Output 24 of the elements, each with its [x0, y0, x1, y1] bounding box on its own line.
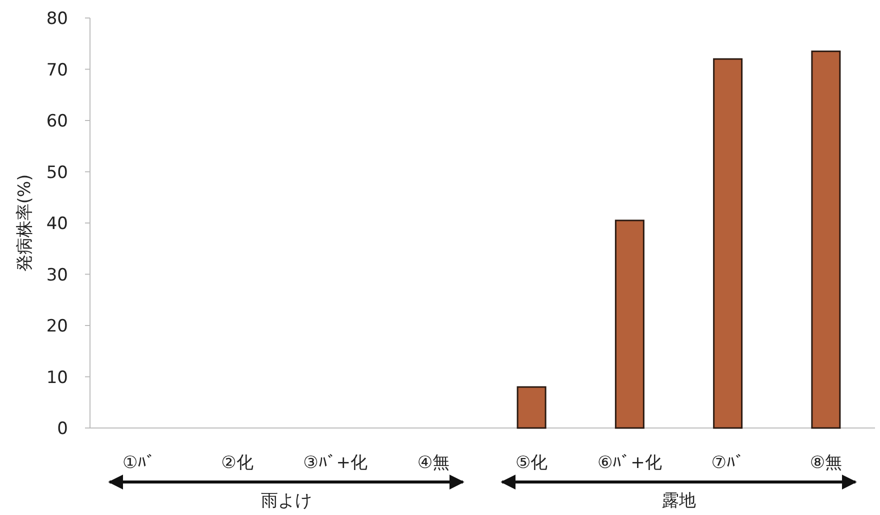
y-tick-label: 60 [46, 112, 68, 132]
x-tick-label: ⑤化 [515, 453, 548, 473]
text: 露地 [662, 491, 696, 511]
bar [811, 50, 841, 429]
bar [516, 386, 546, 429]
y-tick-label: 70 [46, 60, 68, 80]
y-tick-label: 0 [57, 419, 68, 439]
bar [614, 220, 644, 429]
y-tick-label: 20 [46, 316, 68, 336]
y-tick-label: 30 [46, 265, 68, 286]
y-tick-label: 80 [46, 9, 68, 29]
x-tick-label: ③ﾊﾞ+化 [303, 453, 368, 473]
x-tick-label: ②化 [221, 453, 254, 473]
y-axis-title: 発病株率(%) [15, 174, 35, 272]
x-tick-label: ④無 [417, 453, 450, 473]
x-tick-label: ①ﾊﾞ [122, 453, 156, 473]
y-tick-label: 40 [46, 214, 68, 234]
bar [713, 58, 743, 429]
x-tick-label: ⑦ﾊﾞ [711, 453, 744, 473]
y-tick-label: 50 [46, 162, 68, 183]
y-tick-label: 10 [46, 368, 68, 388]
x-tick-label: ⑥ﾊﾞ+化 [597, 453, 662, 473]
x-tick-label: ⑧無 [810, 453, 842, 473]
text: 雨よけ [260, 491, 312, 511]
